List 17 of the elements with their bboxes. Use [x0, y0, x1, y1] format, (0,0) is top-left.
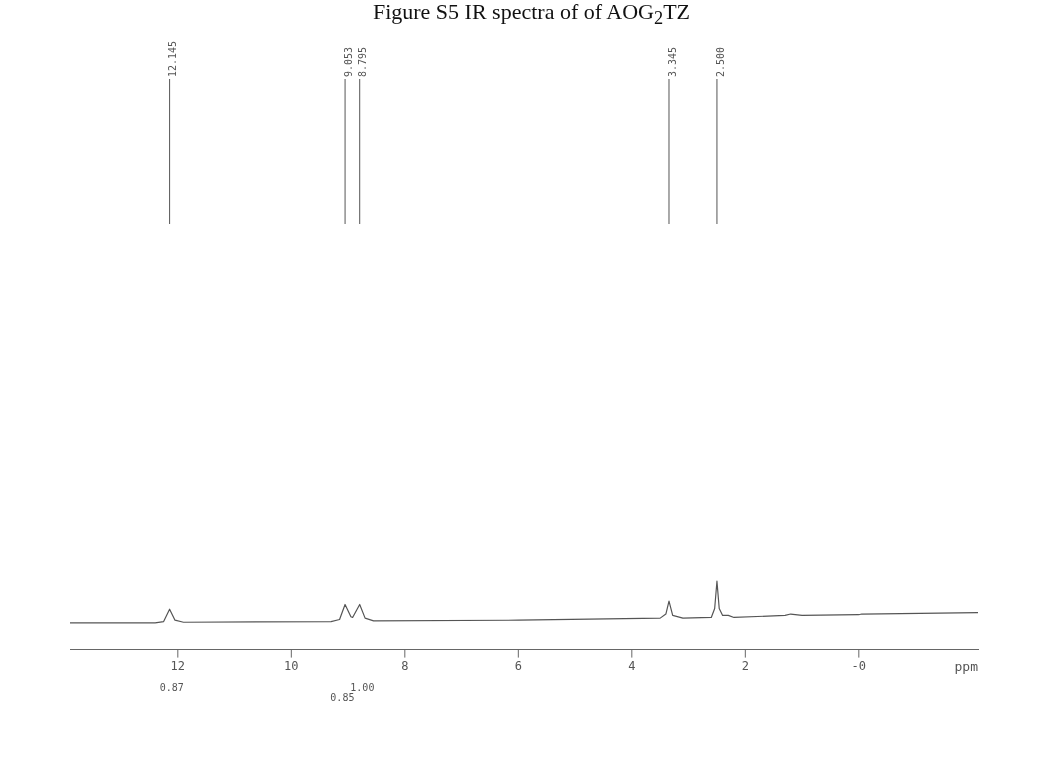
x-tick-label: 8 — [401, 658, 409, 673]
x-tick-label: 4 — [628, 658, 636, 673]
x-tick-label: -0 — [851, 658, 867, 673]
text: 1.00 — [350, 682, 375, 694]
ref-line-label: 2.500 — [714, 46, 726, 77]
x-tick-label: 2 — [741, 658, 749, 673]
ref-line-label: 9.053 — [342, 46, 354, 77]
x-axis-title: ppm — [954, 659, 979, 675]
x-tick-label: 6 — [514, 658, 522, 673]
chart-title: Figure S5 IR spectra of of AOG$_{2}$TZ — [371, 0, 692, 31]
text: 0.85 — [330, 692, 355, 704]
ref-line-label: 8.795 — [357, 46, 369, 77]
text: 0.87 — [159, 682, 184, 694]
ref-line-label: 3.345 — [666, 46, 678, 77]
x-tick-label: 12 — [170, 658, 186, 673]
x-tick-label: 10 — [284, 658, 299, 673]
ref-line-label: 12.145 — [167, 40, 179, 77]
